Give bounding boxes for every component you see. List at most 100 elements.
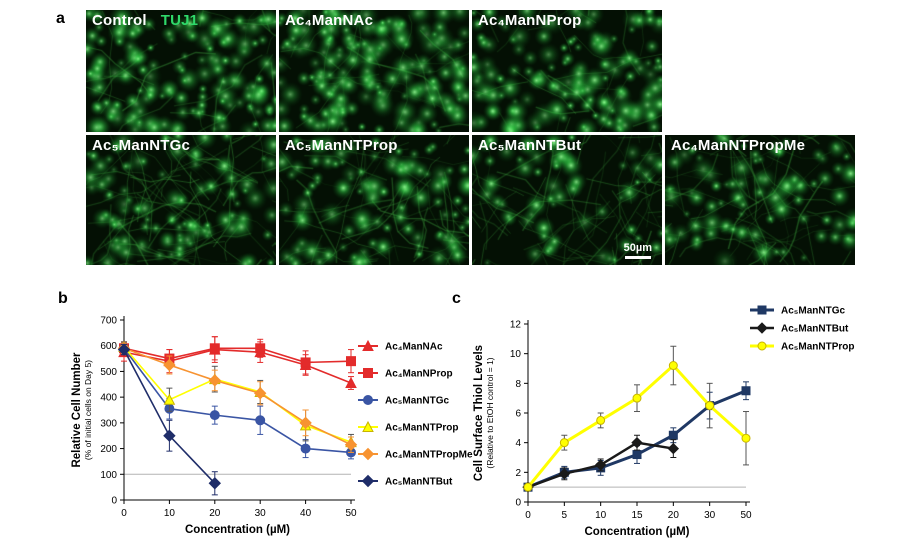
diamond-marker <box>558 468 571 480</box>
micrograph-image <box>86 10 276 132</box>
micrograph-label: Control <box>92 12 147 29</box>
micrograph-row-2: Ac₅ManNTGc Ac₅ManNTProp Ac₅ManNTBut 50µm… <box>86 135 855 265</box>
micrograph-ac5manntprop: Ac₅ManNTProp <box>279 135 469 265</box>
y-tick-label: 500 <box>100 367 117 378</box>
panel-a-label: a <box>56 10 65 27</box>
legend-item-Ac₄ManNTPropMe: Ac₄ManNTPropMe <box>358 447 473 461</box>
triangle-marker <box>163 393 176 405</box>
series-line <box>123 347 352 446</box>
series-Ac₄ManNTPropMe <box>117 342 358 453</box>
scale-bar-line <box>624 256 651 259</box>
series-line <box>123 347 352 364</box>
legend-label: Ac₅ManNTProp <box>781 342 854 353</box>
micrograph-title: Ac₅ManNTGc <box>92 137 272 154</box>
y-tick-label: 10 <box>510 349 522 360</box>
legend-item-Ac₅ManNTGc: Ac₅ManNTGc <box>358 395 449 407</box>
legend-label: Ac₅ManNTProp <box>385 423 458 434</box>
y-tick-label: 2 <box>515 468 521 479</box>
legend-item-Ac₄ManNAc: Ac₄ManNAc <box>358 339 443 353</box>
x-tick-label: 10 <box>595 510 607 521</box>
diamond-marker <box>208 374 222 387</box>
diamond-marker <box>163 358 176 372</box>
circle-marker <box>255 415 266 426</box>
diamond-marker <box>208 477 222 490</box>
micrograph-ac5manntbut: Ac₅ManNTBut 50µm <box>472 135 662 265</box>
x-tick-label: 20 <box>209 508 221 519</box>
y-tick-label: 0 <box>515 498 521 509</box>
legend-label: Ac₅ManNTBut <box>781 324 849 335</box>
legend-item-Ac₅ManNTProp: Ac₅ManNTProp <box>358 420 458 434</box>
scale-bar: 50µm <box>624 242 652 259</box>
circle-marker <box>300 443 311 454</box>
circle-marker <box>632 393 642 403</box>
square-marker <box>209 343 220 354</box>
legend-item-Ac₄ManNProp: Ac₄ManNProp <box>358 368 453 380</box>
y-tick-label: 6 <box>515 409 521 420</box>
circle-marker <box>559 438 569 448</box>
y-axis-subtitle: (% of initial cells on Day 5) <box>83 360 93 460</box>
panel-b-svg: 0 100 200 300 400 500 600 700 0 10 20 30 40 50 Concent… <box>71 316 473 537</box>
x-tick-label: 30 <box>255 508 267 519</box>
x-tick-label: 15 <box>631 510 643 521</box>
legend-item-Ac₅ManNTBut: Ac₅ManNTBut <box>358 474 453 488</box>
x-tick-label: 50 <box>345 508 357 519</box>
micrograph-image <box>279 135 469 265</box>
diamond-marker <box>253 387 267 400</box>
diamond-marker <box>299 416 312 430</box>
panel-b-chart: 0 100 200 300 400 500 600 700 0 10 20 30 40 50 Concent… <box>66 294 516 550</box>
y-tick-label: 12 <box>510 320 522 331</box>
y-tick-label: 8 <box>515 379 521 390</box>
micrograph-row-1: Control TUJ1 Ac₄ManNAc Ac₄ManNProp <box>86 10 855 132</box>
y-tick-label: 400 <box>100 393 117 404</box>
micrograph-title: Control TUJ1 <box>92 12 272 29</box>
square-marker <box>300 357 311 368</box>
circle-marker <box>757 341 767 351</box>
micrograph-image <box>665 135 855 265</box>
scale-bar-label: 50µm <box>623 242 652 254</box>
micrograph-title: Ac₅ManNTBut <box>478 137 658 154</box>
y-tick-label: 0 <box>111 496 117 507</box>
legend-item-Ac₅ManNTBut: Ac₅ManNTBut <box>750 322 849 335</box>
micrograph-image <box>86 135 276 265</box>
micrograph-ac4manntpropme: Ac₄ManNTPropMe <box>665 135 855 265</box>
diamond-marker <box>361 447 375 461</box>
micrograph-image <box>472 135 662 265</box>
triangle-marker <box>362 420 374 432</box>
diamond-marker <box>631 436 643 449</box>
y-tick-label: 100 <box>100 470 117 481</box>
micrograph-title: Ac₅ManNTProp <box>285 137 465 154</box>
circle-marker <box>209 410 220 421</box>
square-marker <box>255 343 266 354</box>
micrograph-label: Ac₄ManNTPropMe <box>671 137 806 154</box>
circle-marker <box>668 361 678 371</box>
micrograph-label: Ac₄ManNProp <box>478 12 582 29</box>
micrograph-label: Ac₅ManNTProp <box>285 137 398 154</box>
micrograph-label: Ac₅ManNTBut <box>478 137 582 154</box>
diamond-marker <box>756 322 768 334</box>
square-marker <box>741 386 751 396</box>
legend-label: Ac₅ManNTBut <box>385 477 453 488</box>
x-tick-label: 30 <box>704 510 716 521</box>
x-tick-label: 50 <box>740 510 752 521</box>
y-tick-label: 600 <box>100 341 117 352</box>
micrograph-grid: Control TUJ1 Ac₄ManNAc Ac₄ManNProp Ac₅Ma… <box>86 10 855 268</box>
micrograph-label: Ac₄ManNAc <box>285 12 374 29</box>
circle-marker <box>741 433 751 443</box>
diamond-marker <box>344 438 358 451</box>
series-Ac₅ManNTProp <box>523 345 751 492</box>
square-marker <box>346 356 356 367</box>
micrograph-ac4mannac: Ac₄ManNAc <box>279 10 469 132</box>
circle-marker <box>523 482 533 492</box>
micrograph-image <box>279 10 469 132</box>
x-tick-label: 20 <box>668 510 680 521</box>
y-tick-label: 200 <box>100 444 117 455</box>
square-marker <box>363 368 373 378</box>
stain-label: TUJ1 <box>160 12 199 29</box>
legend-label: Ac₅ManNTGc <box>781 306 845 317</box>
legend-label: Ac₄ManNAc <box>385 342 443 353</box>
square-marker <box>757 305 767 315</box>
diamond-marker <box>361 474 375 488</box>
x-tick-label: 5 <box>562 510 568 521</box>
y-tick-label: 700 <box>100 316 117 327</box>
circle-marker <box>705 401 715 411</box>
